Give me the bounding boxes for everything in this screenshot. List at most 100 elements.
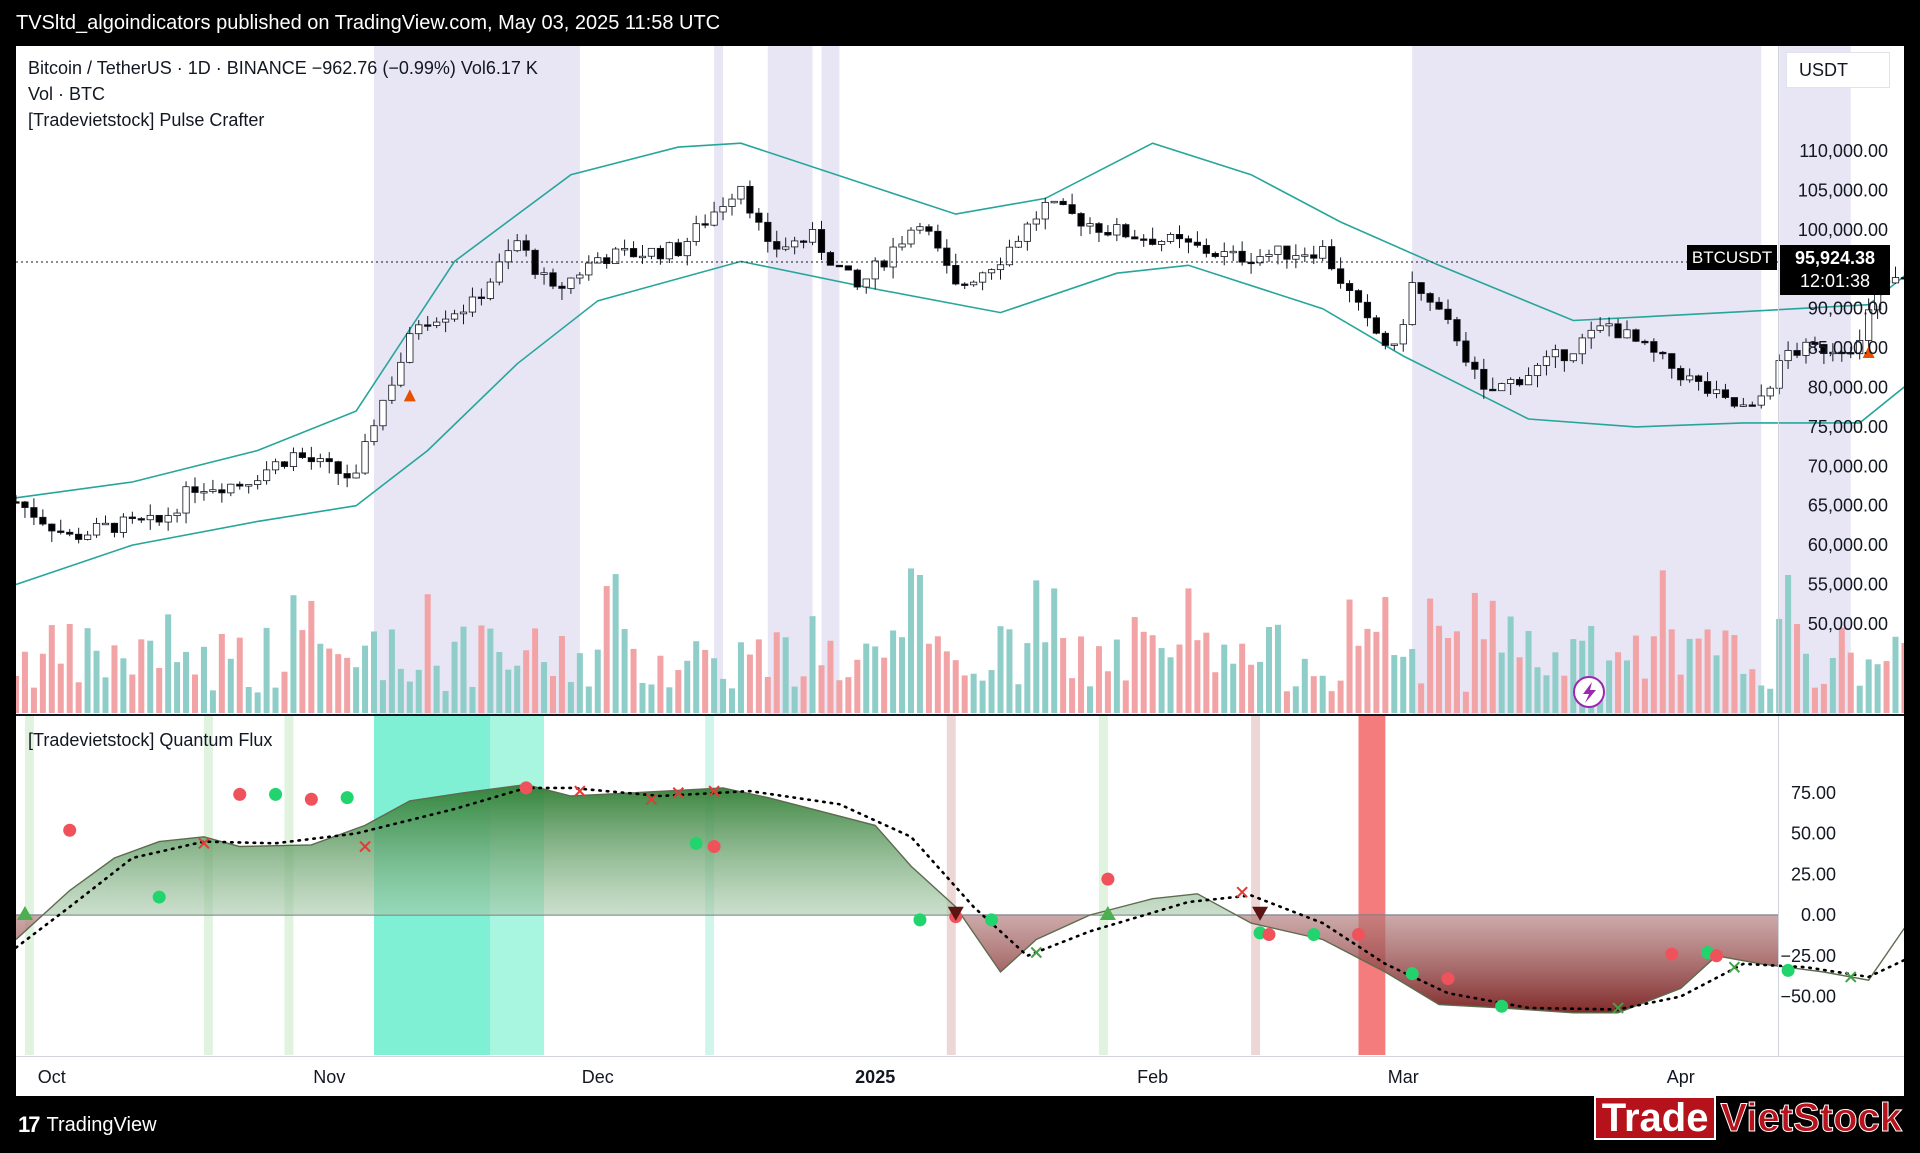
signal-dot <box>269 787 283 801</box>
volume-bar <box>1892 636 1899 713</box>
signal-strip <box>24 716 34 1055</box>
oscillator-tick-label: −50.00 <box>1780 987 1836 1007</box>
candle-body <box>370 425 378 443</box>
candle-body <box>459 311 468 315</box>
volume-bar <box>1310 676 1317 713</box>
price-tick-label: 105,000.00 <box>1798 180 1888 200</box>
candle-body <box>30 507 38 518</box>
candle-body <box>1220 251 1228 257</box>
volume-bar <box>308 600 315 713</box>
candle-body <box>1677 368 1685 381</box>
currency-button[interactable]: USDT <box>1786 52 1890 88</box>
chart-canvas[interactable]: 110,000.00 105,000.00 100,000.00 90,000.00 8… <box>16 46 1904 1096</box>
signal-markers <box>403 346 1875 402</box>
candle-body <box>656 247 665 260</box>
candle-body <box>1032 218 1040 225</box>
candle-body <box>66 531 74 535</box>
candle-body <box>1516 379 1524 386</box>
candle-body <box>782 246 790 250</box>
candle-body <box>119 516 127 533</box>
candle-body <box>1659 351 1667 355</box>
volume-bar <box>1794 624 1801 713</box>
signal-dot <box>1495 999 1509 1013</box>
volume-bar <box>1847 652 1854 713</box>
cross-marker <box>198 837 210 849</box>
candle-body <box>567 277 575 289</box>
signal-dot <box>1441 972 1455 986</box>
volume-bar <box>1328 691 1335 713</box>
candle-body <box>880 260 888 268</box>
candle-body <box>48 523 56 532</box>
volume-bar <box>1803 653 1809 713</box>
volume-bar <box>1409 649 1416 713</box>
candle-body <box>710 211 718 226</box>
candle-body <box>1068 204 1076 214</box>
volume-bar <box>1239 643 1246 713</box>
candle-body <box>1319 246 1327 259</box>
volume-bar <box>57 663 64 713</box>
volume-bar <box>1131 617 1138 713</box>
pane-divider[interactable] <box>16 714 1904 716</box>
candle-body <box>701 223 709 226</box>
volume-bar <box>1382 597 1389 713</box>
axis-divider <box>1778 46 1779 1056</box>
candle-body <box>1337 268 1345 284</box>
candle-body <box>433 321 441 326</box>
volume-bar <box>93 650 100 713</box>
candle-body <box>1471 361 1479 370</box>
candle-body <box>1587 329 1595 339</box>
bull-triangle <box>16 906 33 920</box>
time-tick-label: Apr <box>1667 1067 1695 1087</box>
candle-body <box>397 361 405 386</box>
candle-body <box>1005 246 1014 266</box>
candle-body <box>970 281 978 286</box>
volume-bar <box>1248 664 1255 713</box>
candle-body <box>1668 353 1676 369</box>
candle-body <box>1900 277 1904 280</box>
volume-bar <box>943 651 950 713</box>
tradingview-brand[interactable]: 17 TradingView <box>18 1112 157 1138</box>
volume-bars <box>16 568 1904 713</box>
candle-body <box>1301 254 1309 257</box>
volume-bar <box>433 665 440 713</box>
candle-body <box>844 265 852 271</box>
indicator-legend: [Tradevietstock] Pulse Crafter <box>28 110 265 130</box>
cross-marker <box>1236 886 1248 898</box>
candle-body <box>1784 350 1792 362</box>
volume-bar <box>1436 625 1443 713</box>
volume-bar <box>236 637 243 713</box>
signal-dot <box>152 890 166 904</box>
volume-bar <box>1149 635 1156 713</box>
volume-bar <box>514 665 521 713</box>
chart-area[interactable]: 110,000.00 105,000.00 100,000.00 90,000.00 8… <box>16 46 1904 1096</box>
volume-bar <box>908 568 914 713</box>
volume-bar <box>1650 636 1657 713</box>
candle-body <box>1041 202 1049 220</box>
oscillator-tick-label: 0.00 <box>1801 905 1836 925</box>
candle-body <box>254 480 262 485</box>
candle-body <box>585 262 593 276</box>
candle-body <box>262 469 271 482</box>
candle-body <box>728 198 736 207</box>
candle-body <box>621 248 629 251</box>
volume-bar <box>1292 686 1299 713</box>
volume-bar <box>1042 642 1049 713</box>
volume-bar <box>1400 656 1407 713</box>
volume-bar <box>469 686 476 713</box>
volume-bar <box>1677 674 1684 713</box>
candle-body <box>1462 340 1470 363</box>
volume-bar <box>585 686 592 713</box>
volume-bar <box>371 631 377 713</box>
volume-bar <box>630 648 637 713</box>
volume-bar <box>1865 659 1872 713</box>
volume-bar <box>1158 648 1165 713</box>
volume-bar <box>845 677 852 713</box>
volume-bar <box>1883 661 1890 713</box>
volume-bar <box>916 574 923 713</box>
candle-body <box>1256 256 1264 264</box>
candle-body <box>1802 341 1810 356</box>
candle-body <box>334 461 342 474</box>
watermark-part-a: Trade <box>1593 1096 1717 1140</box>
volume-bar <box>1462 691 1469 713</box>
signal-dot <box>913 913 927 927</box>
